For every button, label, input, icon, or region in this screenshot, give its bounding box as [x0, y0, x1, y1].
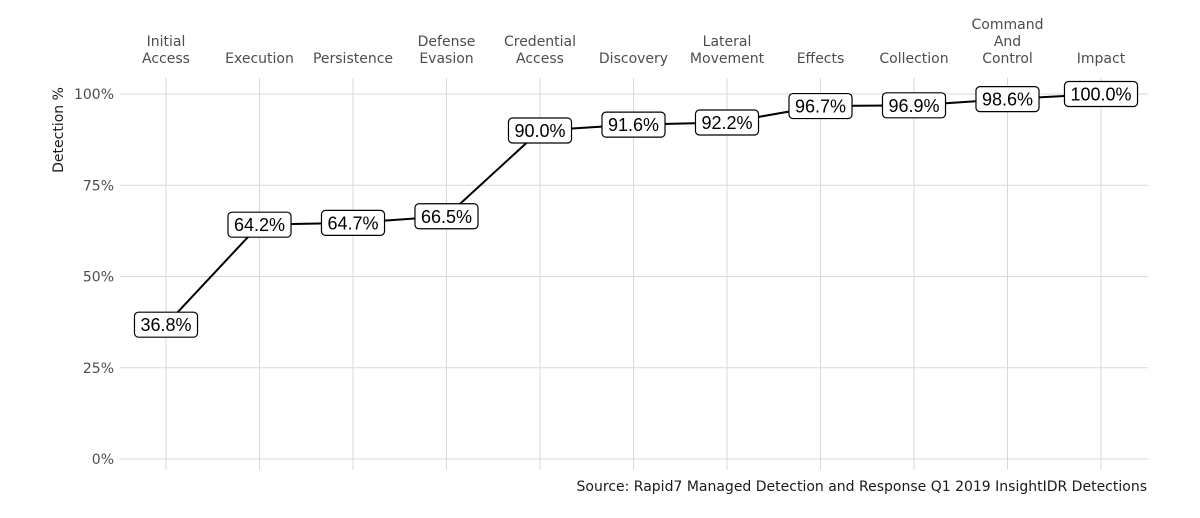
- y-tick-label: 25%: [83, 361, 114, 377]
- gridlines: [120, 78, 1148, 470]
- data-label-text: 96.9%: [888, 96, 939, 116]
- data-label: 100.0%: [1063, 80, 1139, 108]
- y-axis-label: Detection %: [51, 87, 67, 173]
- data-label-box: [601, 111, 666, 138]
- data-label: 96.7%: [788, 92, 853, 120]
- x-tick-label: Persistence: [313, 51, 393, 67]
- data-labels: 36.8% 64.2% 64.7% 66.5% 90.0% 91.6% 92.2% 96.7%…: [133, 80, 1139, 338]
- x-tick-label: Credential Access: [504, 34, 576, 67]
- data-label: 64.7%: [320, 209, 386, 236]
- x-tick-label: Execution: [225, 51, 294, 67]
- data-label: 91.6%: [601, 111, 666, 138]
- x-tick-label: Collection: [879, 51, 948, 67]
- data-label: 64.2%: [227, 211, 292, 238]
- x-tick-label: Initial Access: [142, 34, 190, 67]
- x-tick-label: Command And Control: [972, 17, 1044, 67]
- data-label-box: [881, 92, 947, 119]
- x-axis-category-labels: Initial Access Execution Persistence Defense…: [142, 17, 1126, 67]
- data-label-text: 90.0%: [514, 121, 565, 141]
- y-tick-label: 50%: [83, 270, 114, 286]
- y-axis-ticks: 0% 25% 50% 75% 100%: [74, 87, 114, 468]
- data-label-box: [507, 117, 573, 144]
- y-tick-label: 75%: [83, 178, 114, 194]
- data-label-text: 64.7%: [327, 213, 378, 233]
- x-tick-label: Effects: [797, 51, 845, 67]
- data-label: 92.2%: [694, 109, 760, 136]
- data-label-text: 64.2%: [234, 215, 285, 235]
- x-tick-label: Defense Evasion: [418, 34, 476, 67]
- data-label-text: 91.6%: [608, 115, 659, 135]
- x-tick-label: Impact: [1077, 51, 1126, 67]
- data-label: 66.5%: [414, 203, 479, 230]
- data-label-box: [694, 109, 760, 136]
- y-tick-label: 100%: [74, 87, 114, 103]
- data-label-box: [227, 211, 292, 238]
- data-label-box: [788, 92, 853, 120]
- data-label: 96.9%: [881, 92, 947, 119]
- data-label-text: 66.5%: [421, 207, 472, 227]
- data-label-text: 98.6%: [982, 90, 1033, 110]
- data-label-text: 92.2%: [701, 113, 752, 133]
- data-label-box: [320, 209, 386, 236]
- y-tick-label: 0%: [92, 452, 114, 468]
- data-label-box: [133, 311, 199, 338]
- x-tick-label: Lateral Movement: [690, 34, 765, 67]
- data-label-box: [975, 86, 1040, 113]
- data-label: 98.6%: [975, 86, 1040, 113]
- data-label-text: 96.7%: [795, 97, 846, 117]
- x-tick-label: Discovery: [599, 51, 668, 67]
- data-label-box: [414, 203, 479, 230]
- data-label: 90.0%: [507, 117, 573, 144]
- data-label-text: 100.0%: [1070, 85, 1131, 105]
- data-label-text: 36.8%: [140, 315, 191, 335]
- data-label: 36.8%: [133, 311, 199, 338]
- data-label-box: [1063, 80, 1139, 108]
- source-caption: Source: Rapid7 Managed Detection and Res…: [577, 479, 1147, 495]
